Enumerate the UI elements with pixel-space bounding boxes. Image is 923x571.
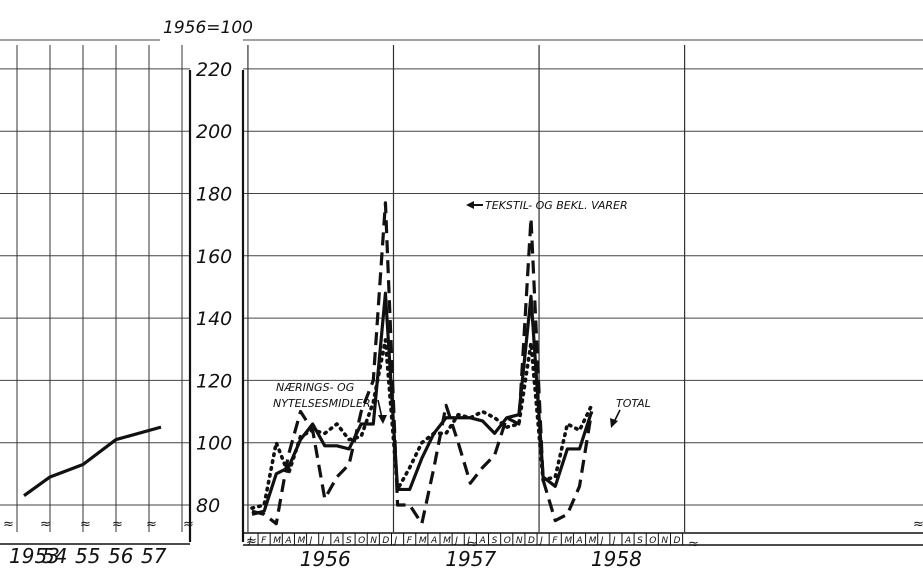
axis-break-symbol: ≈ [183, 517, 194, 532]
month-label: J [320, 536, 325, 546]
y-tick-label: 80 [196, 495, 220, 517]
y-tick-label: 120 [196, 370, 232, 392]
axis-break-symbol: ≈ [688, 537, 699, 552]
annotation-arrowhead-textile [466, 201, 474, 209]
annotation-arrowhead-total [610, 418, 618, 428]
annotation-food-line2: NYTELSESMIDLER [273, 397, 371, 410]
axis-break-symbol: ≈ [467, 537, 478, 552]
annual-x-label: 1953 [9, 544, 60, 568]
series-line-solid [251, 291, 594, 516]
month-label: J [465, 536, 470, 546]
month-label: M [298, 536, 306, 546]
data-lines [23, 201, 594, 526]
month-label: O [504, 536, 511, 546]
month-label: M [443, 536, 451, 546]
month-label: M [589, 536, 597, 546]
axis-break-symbol: ≈ [80, 517, 91, 532]
month-label: M [419, 536, 427, 546]
annotation-food-line1: NÆRINGS- OG [276, 381, 354, 394]
axis-break-symbol: ≈ [913, 517, 923, 532]
y-tick-label: 100 [196, 433, 232, 455]
month-label: A [478, 536, 485, 546]
month-label: J [393, 536, 398, 546]
annual-x-label: 57 [141, 544, 167, 568]
annotation-total: TOTAL [616, 397, 651, 410]
series-line-dashed [251, 201, 594, 526]
axis-break-symbol: ≈ [246, 534, 257, 549]
month-label: N [370, 536, 377, 546]
month-label: J [611, 536, 616, 546]
month-label: F [261, 536, 267, 546]
month-label: M [564, 536, 572, 546]
month-label: J [453, 536, 458, 546]
month-label: N [661, 536, 668, 546]
month-label: O [358, 536, 365, 546]
month-label: A [284, 536, 291, 546]
year-label: 1958 [591, 547, 642, 571]
month-label: A [624, 536, 631, 546]
series-line-dotted [250, 338, 594, 510]
year-label: 1957 [445, 547, 496, 571]
month-label: A [333, 536, 340, 546]
annual-x-label: 56 [108, 544, 133, 568]
axis-break-symbol: ≈ [146, 517, 157, 532]
month-label: D [528, 536, 535, 546]
month-label: S [346, 536, 352, 546]
y-tick-label: 160 [196, 246, 232, 268]
month-label: A [430, 536, 437, 546]
month-label: J [308, 536, 313, 546]
month-label: J [538, 536, 543, 546]
axes [0, 70, 923, 546]
month-label: M [273, 536, 281, 546]
month-label: J [599, 536, 604, 546]
month-label: O [649, 536, 656, 546]
annotation-arrowhead-food [378, 415, 387, 424]
annotation-textile: TEKSTIL- OG BEKL. VARER [485, 199, 628, 212]
annual-total-line [23, 425, 162, 497]
axis-break-symbol: ≈ [112, 517, 123, 532]
month-label: D [382, 536, 389, 546]
annual-x-label: 55 [75, 544, 100, 568]
y-tick-label: 200 [196, 121, 232, 143]
y-tick-label: 140 [196, 308, 232, 330]
axis-break-symbol: ≈ [40, 517, 51, 532]
y-tick-label: 180 [196, 184, 232, 206]
month-label: F [407, 536, 413, 546]
month-label: J [247, 536, 252, 546]
axis-break-symbol: ≈ [3, 517, 14, 532]
month-label: D [674, 536, 681, 546]
year-label: 1956 [300, 547, 351, 571]
month-label: F [552, 536, 558, 546]
month-label: S [637, 536, 643, 546]
annotations: TEKSTIL- OG BEKL. VARER NÆRINGS- OG NYTELS… [273, 199, 651, 428]
y-tick-label: 220 [196, 59, 232, 81]
grid [0, 39, 923, 532]
axis-labels: 80 100 120 140 160 180 200 220 ≈ ≈ ≈ ≈ ≈ ≈ ≈ ≈ ≈ ≈1956=10… [3, 18, 923, 571]
annual-x-label: 54 [42, 544, 67, 568]
month-label: N [516, 536, 523, 546]
month-label: A [576, 536, 583, 546]
month-label: S [492, 536, 498, 546]
unit-label: 1956=100 [163, 18, 253, 38]
